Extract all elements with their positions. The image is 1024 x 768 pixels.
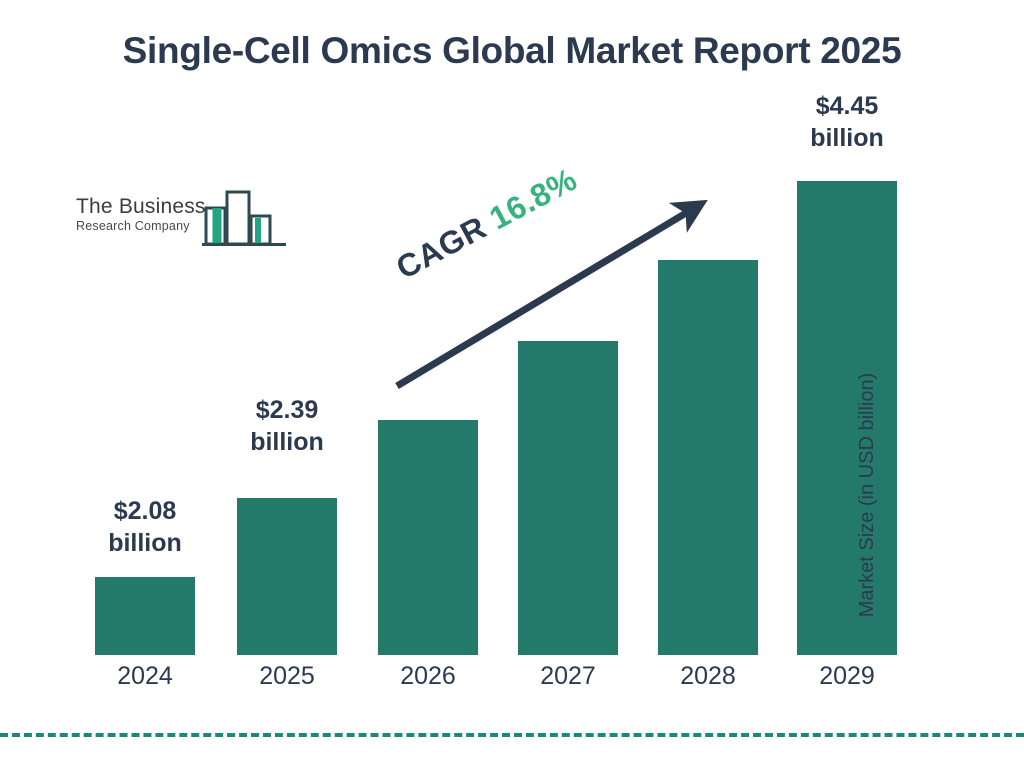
bar-2029[interactable] <box>797 181 897 655</box>
page-title: Single-Cell Omics Global Market Report 2… <box>122 30 902 71</box>
bar-2028[interactable] <box>658 260 758 655</box>
company-logo: The Business Research Company <box>76 190 286 260</box>
y-axis-title: Market Size (in USD billion) <box>856 372 878 618</box>
logo-text-block: The Business Research Company <box>76 195 208 234</box>
x-tick-2029: 2029 <box>819 662 875 690</box>
logo-line-1: The Business <box>76 195 206 218</box>
bar-chart-logo-mark-icon <box>202 190 286 246</box>
x-tick-2024: 2024 <box>117 662 173 690</box>
bar-2026[interactable] <box>378 420 478 655</box>
x-tick-2026: 2026 <box>400 662 456 690</box>
bar-value-label-2025: $2.39 billion <box>250 396 324 456</box>
bar-2025[interactable] <box>237 498 337 655</box>
bar-2027[interactable] <box>518 341 618 655</box>
x-tick-2027: 2027 <box>540 662 596 690</box>
x-tick-2025: 2025 <box>259 662 315 690</box>
logo-line-2: Research Company <box>76 219 190 234</box>
bar-value-label-2024: $2.08 billion <box>108 497 182 557</box>
x-tick-2028: 2028 <box>680 662 736 690</box>
bar-value-label-2029: $4.45 billion <box>810 92 884 152</box>
footer-divider <box>0 733 1024 737</box>
bar-2024[interactable] <box>95 577 195 655</box>
